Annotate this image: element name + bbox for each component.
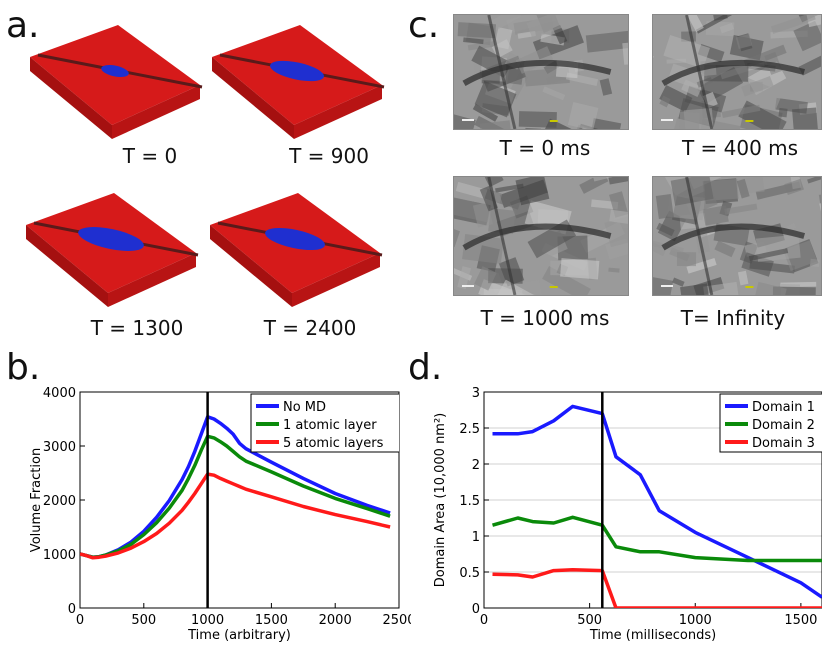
slab-render [212, 25, 385, 139]
slab-side-left [30, 57, 112, 139]
series-line [492, 515, 822, 563]
slab-render [210, 193, 383, 307]
legend: Domain 1 Domain 2 Domain 3 [719, 393, 822, 453]
series-line [80, 472, 391, 560]
legend-entry: No MD [283, 400, 326, 415]
caption-c-t0: T = 0 ms [499, 136, 591, 160]
y-tick-label: 2000 [43, 494, 76, 509]
x-axis-label: Time (milliseconds) [589, 628, 716, 643]
panel-a-letter: a. [6, 5, 40, 46]
y-tick-label: 3 [472, 386, 480, 401]
y-tick-label: 1000 [43, 548, 76, 563]
caption-c-t400: T = 400 ms [681, 136, 799, 160]
caption-c-t1000: T = 1000 ms [480, 306, 610, 330]
micrograph-t0 [453, 14, 629, 130]
x-tick-label: 500 [577, 613, 602, 628]
slab-side-right [112, 85, 200, 139]
legend-entry: Domain 1 [752, 400, 815, 415]
domain-blob [78, 227, 144, 251]
x-axis-label: Time (arbitrary) [187, 628, 291, 643]
slab-side-right [294, 85, 382, 139]
panel-c-letter: c. [408, 5, 440, 46]
x-tick-label: 1000 [191, 613, 224, 628]
x-tick-label: 0 [76, 613, 84, 628]
slab-render [30, 25, 203, 139]
caption-a-t0: T = 0 [122, 144, 178, 168]
y-axis-label: Domain Area (10,000 nm²) [433, 413, 448, 588]
y-axis-label: Volume Fraction [29, 448, 44, 552]
panel-b-letter: b. [6, 347, 41, 388]
panel-d-letter: d. [408, 347, 443, 388]
y-tick-label: 2 [472, 458, 480, 473]
caption-c-tinf: T= Infinity [680, 306, 786, 330]
domain-blob [270, 60, 324, 82]
x-tick-label: 500 [131, 613, 156, 628]
series-line [492, 404, 822, 599]
y-tick-label: 0 [68, 602, 76, 617]
slab-side-right [108, 253, 196, 307]
legend-entry: Domain 3 [752, 436, 815, 451]
x-tick-label: 2000 [319, 613, 352, 628]
caption-a-t2400: T = 2400 [263, 316, 357, 340]
legend-entry: 1 atomic layer [283, 418, 377, 433]
x-tick-label: 1000 [679, 613, 712, 628]
caption-a-t900: T = 900 [289, 144, 369, 168]
legend-entry: 5 atomic layers [283, 436, 384, 451]
y-tick-label: 1 [472, 530, 480, 545]
series-line [492, 568, 822, 608]
x-tick-label: 1500 [784, 613, 817, 628]
micrograph-t1000 [453, 176, 629, 296]
x-tick-label: 1500 [255, 613, 288, 628]
y-tick-label: 1.5 [459, 494, 480, 509]
slab-side-left [26, 225, 108, 307]
y-tick-label: 3000 [43, 440, 76, 455]
legend-entry: Domain 2 [752, 418, 815, 433]
panel-a-renders [26, 25, 385, 307]
y-tick-label: 0 [472, 602, 480, 617]
x-tick-label: 0 [480, 613, 488, 628]
chart-d: 0 500 1000 1500 0 0.5 1 1.5 2 2.5 3 Time (milliseco… [433, 386, 822, 643]
legend: No MD 1 atomic layer 5 atomic layers [250, 393, 399, 453]
slab-side-left [210, 225, 292, 307]
caption-a-t1300: T = 1300 [90, 316, 184, 340]
slab-side-left [212, 57, 294, 139]
y-tick-label: 4000 [43, 386, 76, 401]
domain-blob [265, 227, 325, 251]
domain-blob [101, 64, 129, 78]
y-tick-label: 2.5 [459, 422, 480, 437]
y-tick-label: 0.5 [459, 566, 480, 581]
slab-render [26, 193, 199, 307]
slab-side-right [292, 253, 380, 307]
micrograph-tinf [652, 176, 822, 296]
micrograph-t400 [652, 14, 822, 130]
